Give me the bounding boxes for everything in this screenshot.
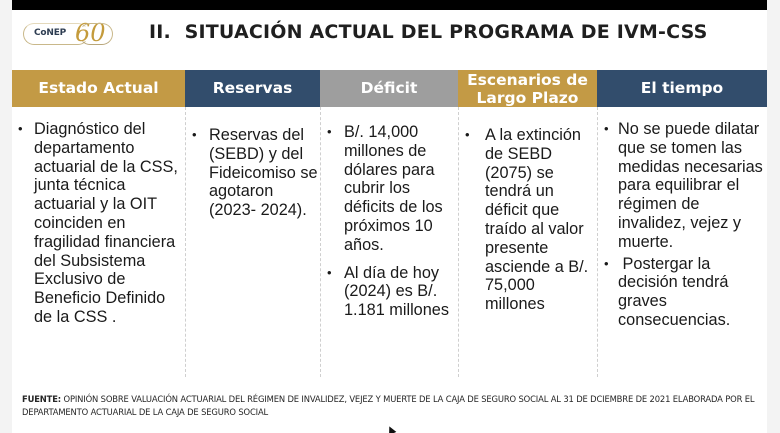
top-black-bar (12, 0, 767, 10)
bullet-item: • Al día de hoy (2024) es B/. 1.181 mill… (321, 261, 458, 320)
bullet-item: • No se puede dilatar que se tomen las m… (598, 120, 767, 252)
source-text: OPINIÓN SOBRE VALUACIÓN ACTUARIAL DEL RÉ… (22, 394, 755, 417)
bullet-icon: • (18, 121, 23, 136)
slide-title: II. SITUACIÓN ACTUAL DEL PROGRAMA DE IVM… (149, 21, 708, 43)
mouse-cursor-icon (385, 424, 397, 433)
table-body-row: • Diagnóstico del departamento actuarial… (12, 107, 767, 377)
bullet-item: • A la extinción de SEBD (2075) se tendr… (459, 120, 597, 314)
source-label: FUENTE: (22, 394, 61, 404)
bullet-item: • Postergar la decisión tendrá graves co… (598, 255, 767, 330)
logo-arc (79, 23, 113, 45)
cell-escenarios-largo-plazo: • A la extinción de SEBD (2075) se tendr… (458, 107, 597, 377)
bullet-text: Postergar la decisión tendrá graves cons… (618, 254, 733, 329)
bullet-item: • Diagnóstico del departamento actuarial… (12, 120, 185, 327)
cell-estado-actual: • Diagnóstico del departamento actuarial… (12, 107, 185, 377)
bullet-text: B/. 14,000 millones de dólares para cubr… (344, 123, 443, 254)
header-deficit: Déficit (320, 70, 458, 107)
header-estado-actual: Estado Actual (12, 70, 185, 107)
source-citation: FUENTE: OPINIÓN SOBRE VALUACIÓN ACTUARIA… (22, 393, 762, 418)
logo-text: CoNEP (34, 28, 67, 38)
bullet-text: Al día de hoy (2024) es B/. 1.181 millon… (344, 263, 449, 320)
bullet-text: Diagnóstico del departamento actuarial d… (34, 120, 178, 326)
cell-el-tiempo: • No se puede dilatar que se tomen las m… (597, 107, 767, 377)
bullet-text: No se puede dilatar que se tomen las med… (618, 120, 763, 251)
header-escenarios-largo-plazo: Escenarios de Largo Plazo (458, 70, 597, 107)
bullet-item: • Reservas del (SEBD) y del Fideicomiso … (186, 120, 320, 220)
bullet-icon: • (604, 255, 609, 271)
cell-deficit: • B/. 14,000 millones de dólares para cu… (320, 107, 458, 377)
bullet-icon: • (604, 121, 609, 136)
bullet-text: A la extinción de SEBD (2075) se tendrá … (485, 126, 589, 314)
bullet-icon: • (465, 127, 470, 142)
table-header-row: Estado Actual Reservas Déficit Escenario… (12, 70, 767, 107)
cell-reservas: • Reservas del (SEBD) y del Fideicomiso … (185, 107, 320, 377)
slide: CoNEP 60 II. SITUACIÓN ACTUAL DEL PROGRA… (12, 0, 767, 433)
bullet-icon: • (192, 127, 197, 142)
logo-pill-outline (23, 23, 89, 45)
header-el-tiempo: El tiempo (597, 70, 767, 107)
bullet-item: • B/. 14,000 millones de dólares para cu… (321, 120, 458, 255)
conep-logo: CoNEP 60 (23, 19, 115, 49)
bullet-icon: • (327, 264, 332, 280)
bullet-icon: • (327, 124, 332, 139)
header-reservas: Reservas (185, 70, 320, 107)
bullet-text: Reservas del (SEBD) y del Fideicomiso se… (209, 126, 318, 220)
